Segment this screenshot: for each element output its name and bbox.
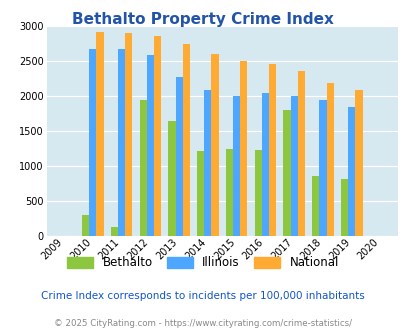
Text: © 2025 CityRating.com - https://www.cityrating.com/crime-statistics/: © 2025 CityRating.com - https://www.city… [54, 319, 351, 328]
Bar [168, 121, 175, 236]
Bar [117, 50, 125, 236]
Bar [175, 77, 182, 236]
Bar [204, 90, 211, 236]
Bar [326, 83, 333, 236]
Bar [146, 55, 153, 236]
Bar [261, 93, 269, 236]
Bar [125, 33, 132, 236]
Bar [240, 61, 247, 236]
Bar [297, 71, 304, 236]
Bar [319, 100, 326, 236]
Bar [153, 36, 161, 236]
Bar [89, 50, 96, 236]
Bar [269, 64, 275, 236]
Bar [354, 90, 362, 236]
Bar [347, 107, 354, 236]
Bar [196, 151, 204, 236]
Bar [111, 227, 117, 236]
Bar [211, 54, 218, 236]
Bar [232, 96, 240, 236]
Bar [340, 179, 347, 236]
Bar [254, 150, 261, 236]
Text: Crime Index corresponds to incidents per 100,000 inhabitants: Crime Index corresponds to incidents per… [41, 291, 364, 301]
Bar [96, 32, 103, 236]
Bar [139, 100, 146, 236]
Bar [290, 96, 297, 236]
Text: Bethalto Property Crime Index: Bethalto Property Crime Index [72, 12, 333, 26]
Bar [225, 149, 232, 236]
Bar [311, 176, 319, 236]
Legend: Bethalto, Illinois, National: Bethalto, Illinois, National [62, 252, 343, 274]
Bar [182, 44, 190, 236]
Bar [82, 215, 89, 236]
Bar [283, 110, 290, 236]
